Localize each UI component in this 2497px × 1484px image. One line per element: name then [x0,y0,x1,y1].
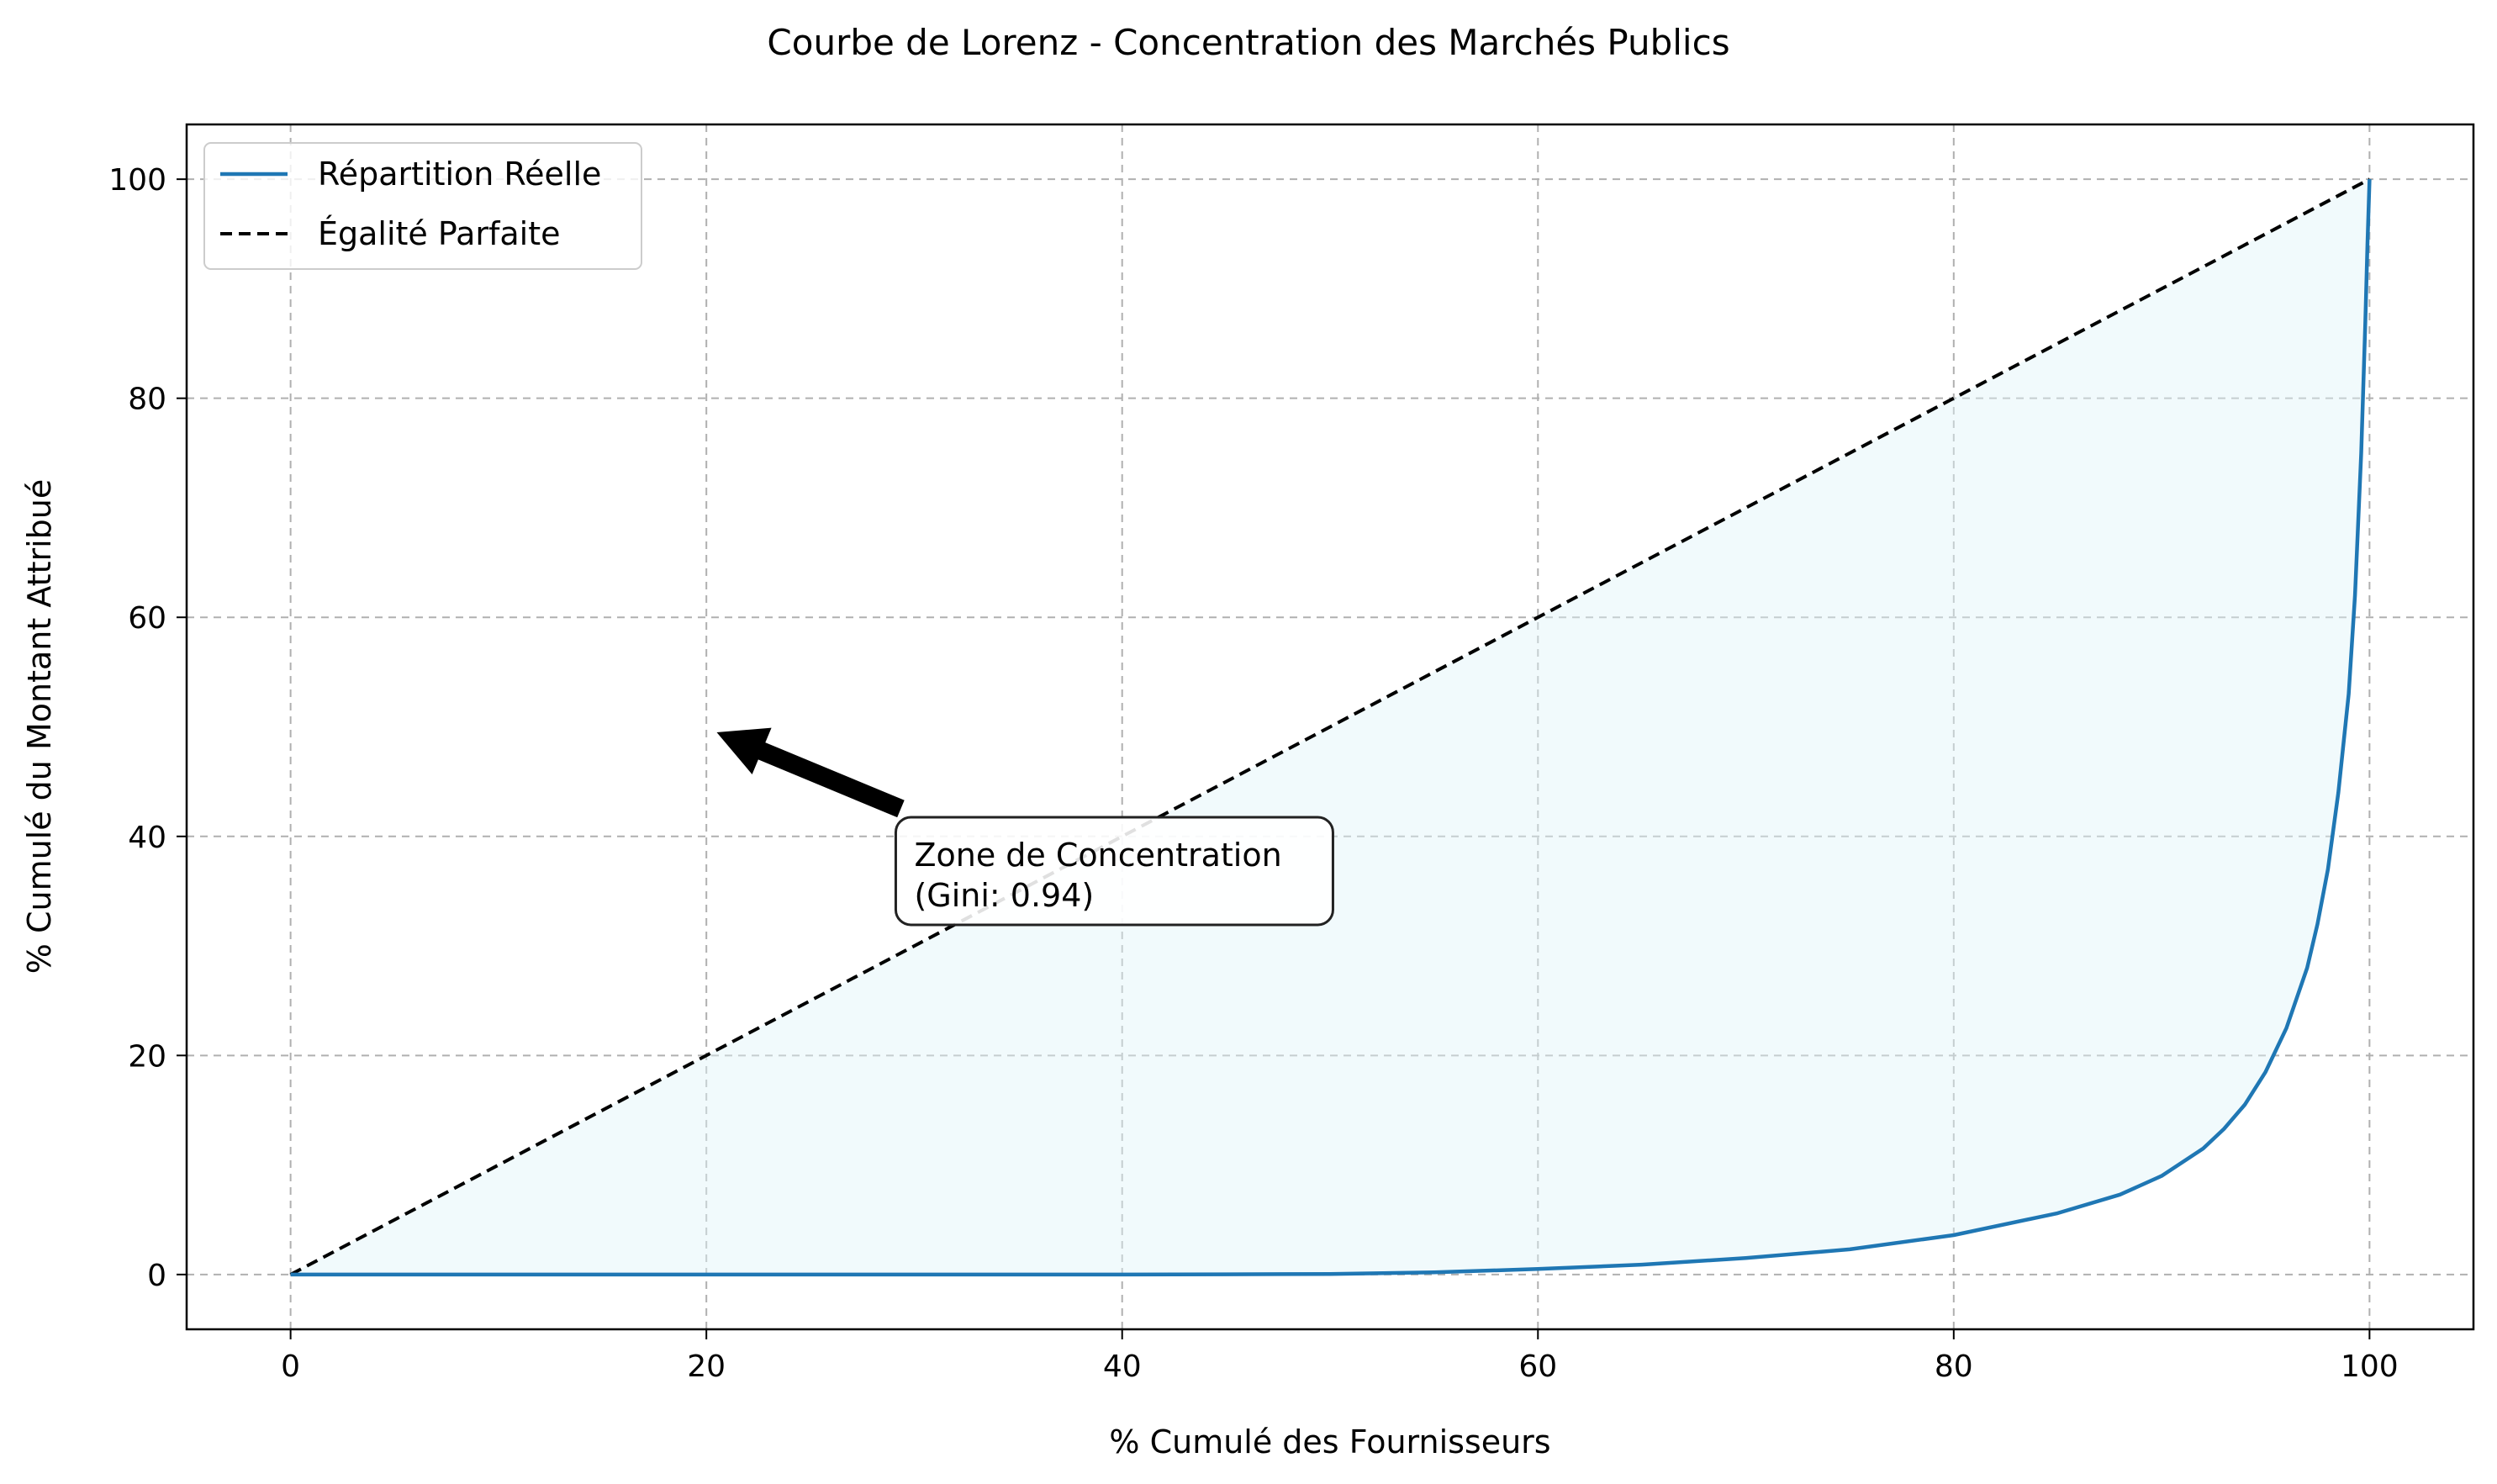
x-tick-label-60: 60 [1518,1349,1557,1384]
annotation-text-line-2: (Gini: 0.94) [914,877,1094,914]
y-tick-label-100: 100 [108,163,166,198]
annotation-text-line-1: Zone de Concentration [914,837,1281,874]
y-axis-label: % Cumulé du Montant Attribué [21,479,58,974]
x-tick-label-40: 40 [1103,1349,1142,1384]
legend: Répartition Réelle Égalité Parfaite [203,142,642,270]
y-tick-label-60: 60 [128,601,166,636]
y-tick-label-40: 40 [128,821,166,855]
series-line-egalite-parfaite [289,177,2371,1276]
y-tick-label-80: 80 [128,383,166,417]
legend-box [203,142,642,270]
series-line-repartition-reelle [290,179,2372,1277]
x-tick-label-100: 100 [2341,1349,2399,1384]
y-tick-label-0: 0 [147,1259,166,1293]
plot-frame [185,123,2475,1331]
legend-label-repartition-reelle: Répartition Réelle [318,156,601,193]
x-tick-label-0: 0 [281,1349,300,1384]
legend-label-egalite-parfaite: Égalité Parfaite [318,215,561,252]
annotation-box [894,816,1334,927]
x-axis-label: % Cumulé des Fournisseurs [1109,1423,1550,1460]
x-tick-label-80: 80 [1935,1349,1973,1384]
axis-ticks: 0 20 40 60 80 100 0 20 40 60 80 100 [108,163,2398,1384]
x-tick-label-20: 20 [687,1349,726,1384]
chart-title: Courbe de Lorenz - Concentration des Mar… [767,22,1729,63]
annotation-arrow [716,727,905,818]
gini-annotation: Zone de Concentration (Gini: 0.94) [716,727,1334,927]
y-tick-label-20: 20 [128,1039,166,1074]
